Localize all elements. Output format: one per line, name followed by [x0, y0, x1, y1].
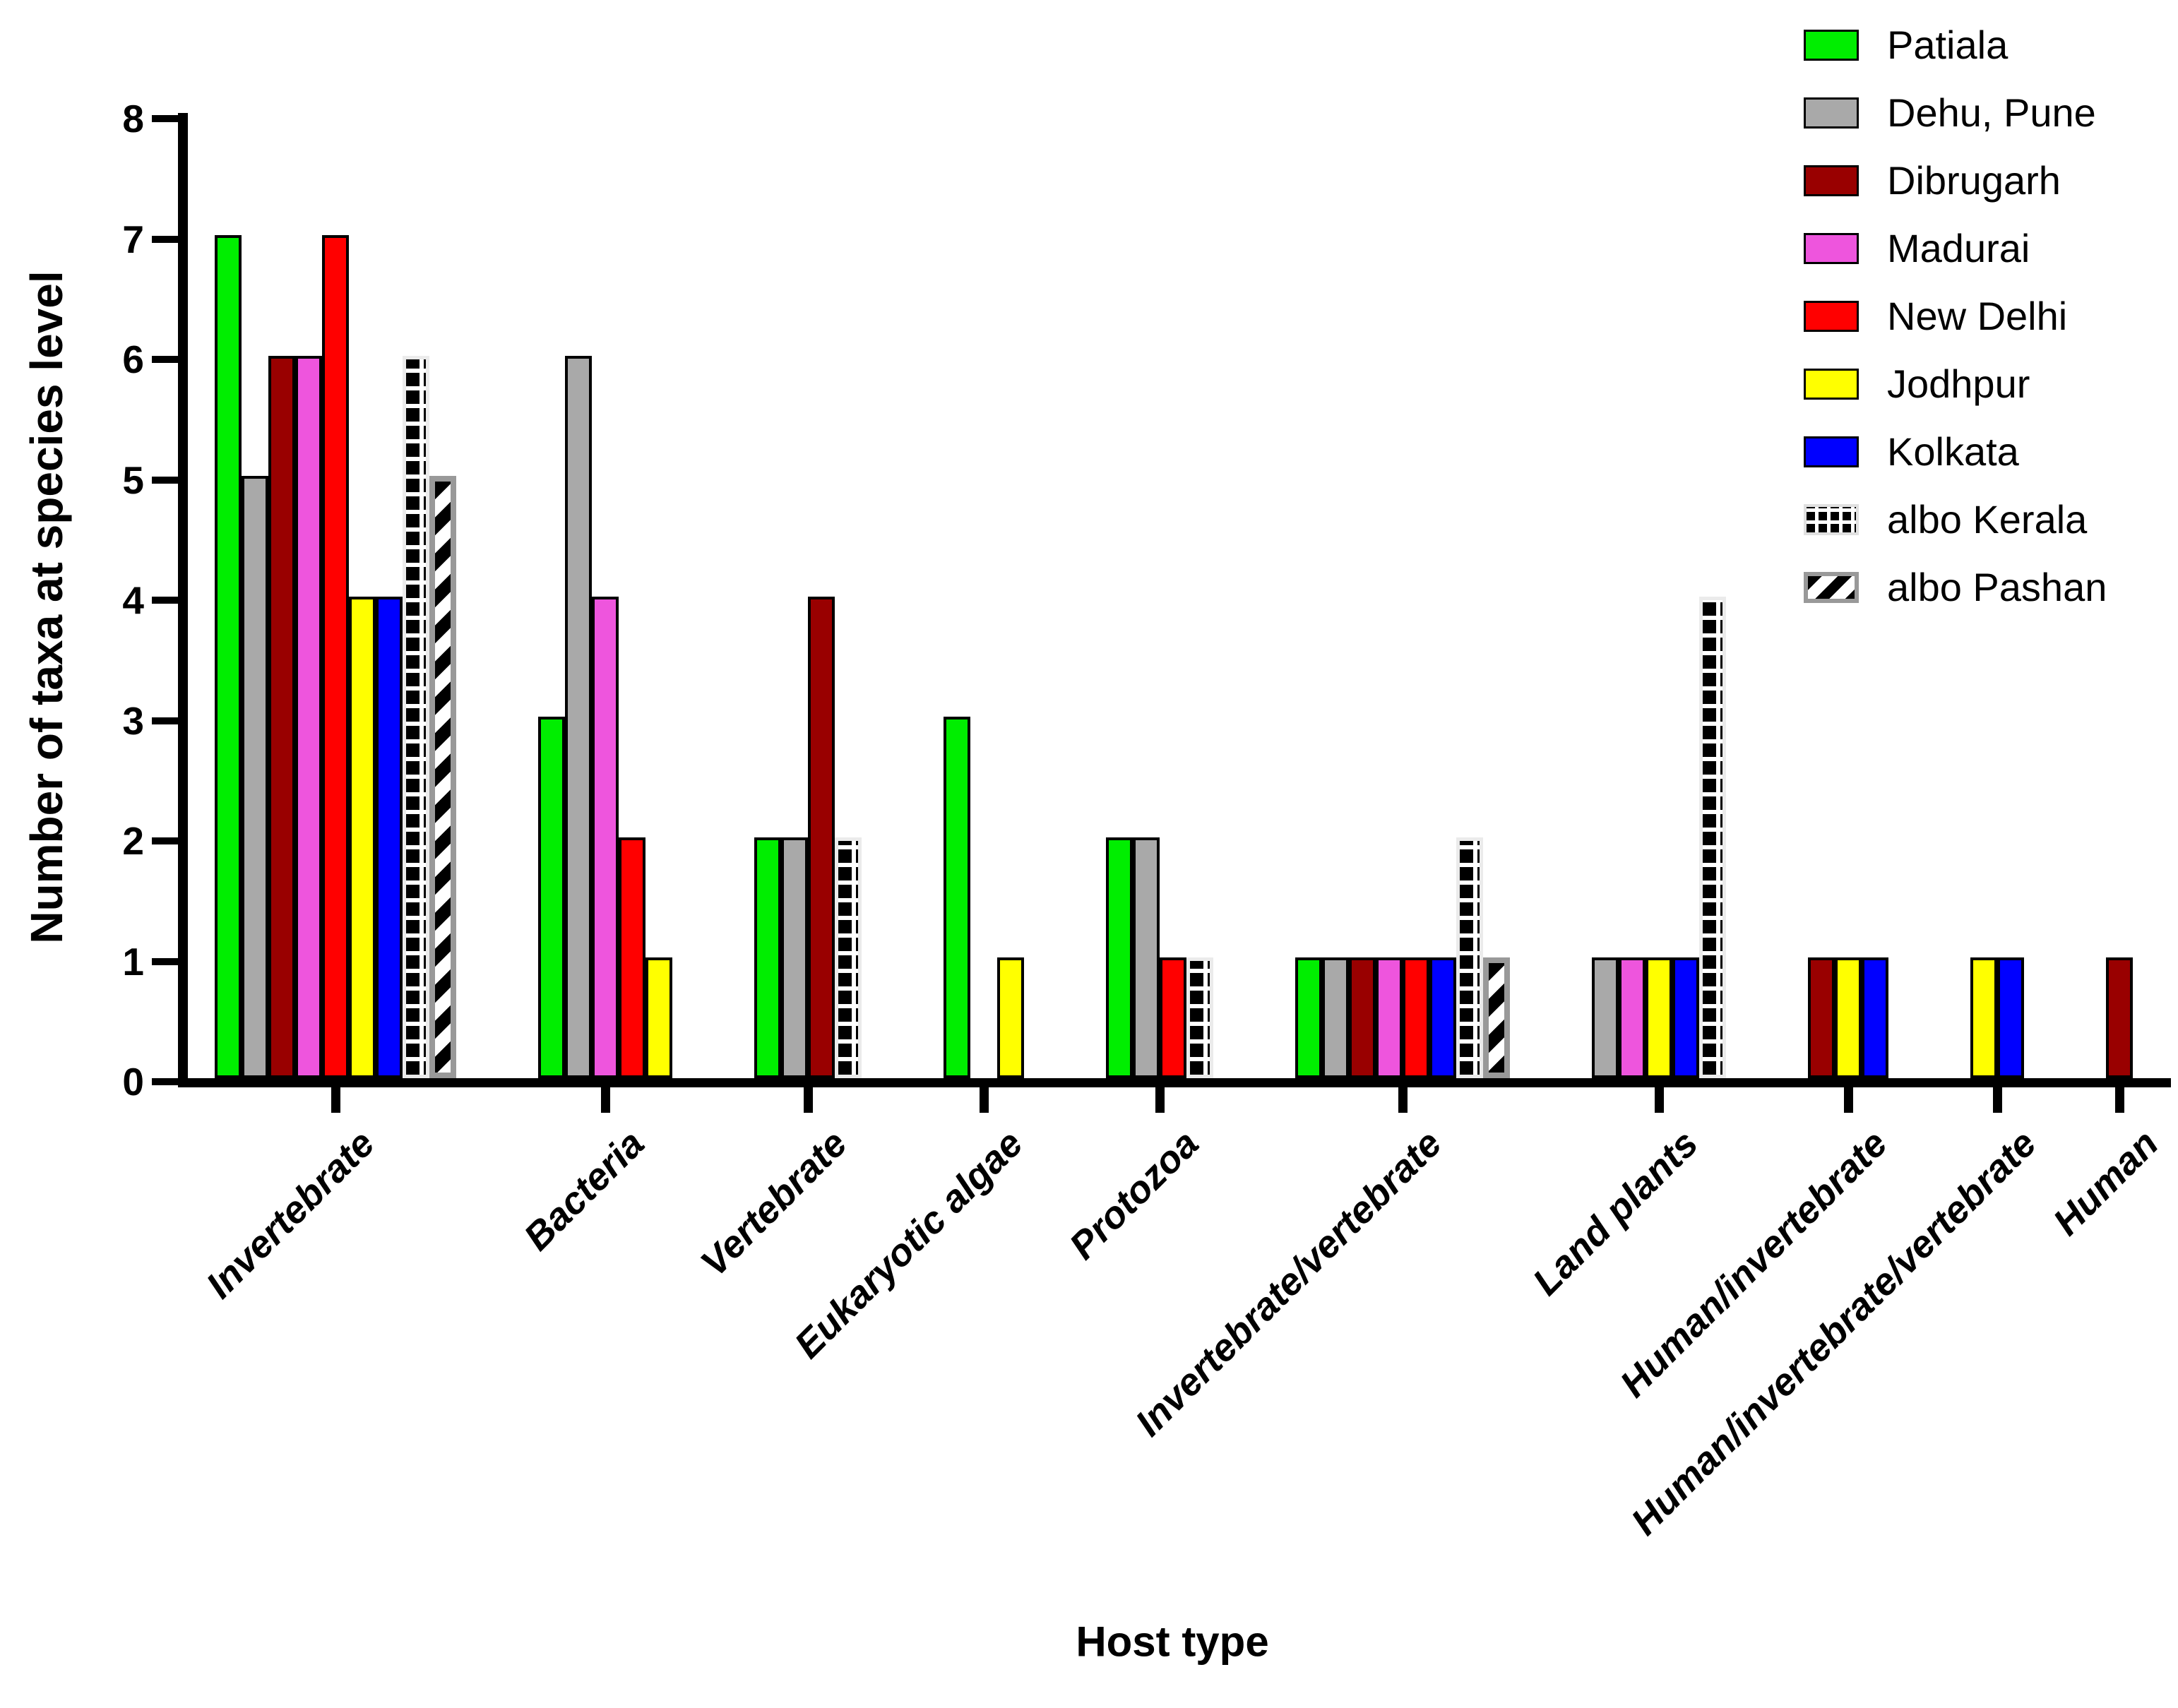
legend-swatch-albo-kerala	[1804, 504, 1859, 535]
y-axis-tick	[152, 837, 178, 844]
y-axis-tick	[152, 115, 178, 122]
bar-kolkata	[1997, 957, 2024, 1078]
bar-madurai	[1619, 957, 1646, 1078]
bar-new-delhi	[1403, 957, 1429, 1078]
bar-madurai	[592, 597, 619, 1078]
y-tick-label: 5	[122, 458, 144, 502]
y-tick-label: 2	[122, 819, 144, 863]
legend-label: Patiala	[1887, 23, 2009, 67]
bar-kolkata	[376, 597, 403, 1078]
bar-jodhpur	[1970, 957, 1997, 1078]
bar-patiala	[944, 717, 970, 1078]
bar-albo-kerala	[403, 356, 429, 1078]
y-tick-label: 3	[122, 698, 144, 743]
y-tick-label: 0	[122, 1060, 144, 1104]
y-axis-line	[178, 113, 188, 1087]
y-tick-label: 6	[122, 338, 144, 381]
y-axis-tick	[152, 597, 178, 604]
bar-new-delhi	[1160, 957, 1186, 1078]
bar-dehu-pune	[242, 476, 268, 1078]
bar-new-delhi	[322, 235, 349, 1078]
bar-albo-pashan	[1483, 957, 1510, 1078]
y-axis-tick	[152, 235, 178, 243]
legend-swatch-patiala	[1804, 30, 1859, 61]
legend-label: New Delhi	[1887, 294, 2068, 338]
legend-swatch-dibrugarh	[1804, 165, 1859, 196]
legend-swatch-kolkata	[1804, 436, 1859, 467]
x-category-label: Invertebrate	[198, 1122, 383, 1307]
bar-jodhpur	[1646, 957, 1672, 1078]
x-axis-tick	[2115, 1087, 2124, 1113]
x-axis-title: Host type	[1076, 1618, 1269, 1666]
bar-albo-kerala	[1699, 597, 1726, 1078]
legend-swatch-dehu-pune	[1804, 97, 1859, 129]
x-axis-tick	[980, 1087, 989, 1113]
bar-albo-kerala	[1186, 957, 1213, 1078]
legend-label: Dehu, Pune	[1887, 90, 2096, 135]
x-axis-line	[178, 1078, 2171, 1087]
y-axis-tick	[152, 957, 178, 965]
bar-patiala	[538, 717, 565, 1078]
bar-dibrugarh	[1808, 957, 1835, 1078]
legend-label: Jodhpur	[1887, 362, 2030, 406]
bar-patiala	[1106, 837, 1133, 1078]
legend-label: albo Pashan	[1887, 565, 2107, 609]
legend-label: Madurai	[1887, 226, 2030, 270]
bar-jodhpur	[645, 957, 672, 1078]
bar-patiala	[1295, 957, 1322, 1078]
x-axis-tick	[601, 1087, 610, 1113]
bar-dehu-pune	[1133, 837, 1160, 1078]
bar-dibrugarh	[1349, 957, 1376, 1078]
bar-jodhpur	[1835, 957, 1862, 1078]
bar-albo-kerala	[835, 837, 862, 1078]
bar-madurai	[1376, 957, 1403, 1078]
bar-dehu-pune	[781, 837, 808, 1078]
bar-madurai	[295, 356, 322, 1078]
bar-kolkata	[1862, 957, 1888, 1078]
bar-kolkata	[1672, 957, 1699, 1078]
legend-swatch-jodhpur	[1804, 369, 1859, 400]
bar-patiala	[754, 837, 781, 1078]
bar-dibrugarh	[268, 356, 295, 1078]
bar-albo-pashan	[429, 476, 456, 1078]
y-axis-tick	[152, 1078, 178, 1085]
x-axis-tick	[1844, 1087, 1853, 1113]
bar-albo-kerala	[1456, 837, 1483, 1078]
legend-label: albo Kerala	[1887, 497, 2088, 542]
legend-swatch-new-delhi	[1804, 301, 1859, 332]
bar-new-delhi	[619, 837, 645, 1078]
y-axis-tick	[152, 356, 178, 363]
bar-jodhpur	[349, 597, 376, 1078]
bar-jodhpur	[997, 957, 1024, 1078]
y-tick-label: 4	[122, 578, 144, 622]
y-tick-label: 1	[122, 939, 144, 984]
x-axis-tick	[1398, 1087, 1408, 1113]
bar-dibrugarh	[808, 597, 835, 1078]
bar-kolkata	[1429, 957, 1456, 1078]
legend-swatch-albo-pashan	[1804, 572, 1859, 603]
x-axis-tick	[1155, 1087, 1165, 1113]
legend-label: Dibrugarh	[1887, 158, 2061, 203]
x-axis-tick	[331, 1087, 340, 1113]
y-tick-label: 7	[122, 217, 144, 261]
y-axis-tick	[152, 717, 178, 724]
bar-patiala	[215, 235, 242, 1078]
bar-dehu-pune	[565, 356, 592, 1078]
bar-dibrugarh	[2106, 957, 2133, 1078]
y-tick-label: 8	[122, 97, 144, 141]
bar-dehu-pune	[1322, 957, 1349, 1078]
x-category-label: Human	[2045, 1122, 2167, 1244]
legend-label: Kolkata	[1887, 429, 2019, 474]
x-category-label: Human/invertebrate/vertebrate	[1623, 1122, 2045, 1543]
bar-dehu-pune	[1592, 957, 1619, 1078]
x-axis-tick	[804, 1087, 813, 1113]
legend-swatch-madurai	[1804, 233, 1859, 264]
x-axis-tick	[1655, 1087, 1664, 1113]
y-axis-tick	[152, 476, 178, 484]
x-axis-tick	[1993, 1087, 2002, 1113]
